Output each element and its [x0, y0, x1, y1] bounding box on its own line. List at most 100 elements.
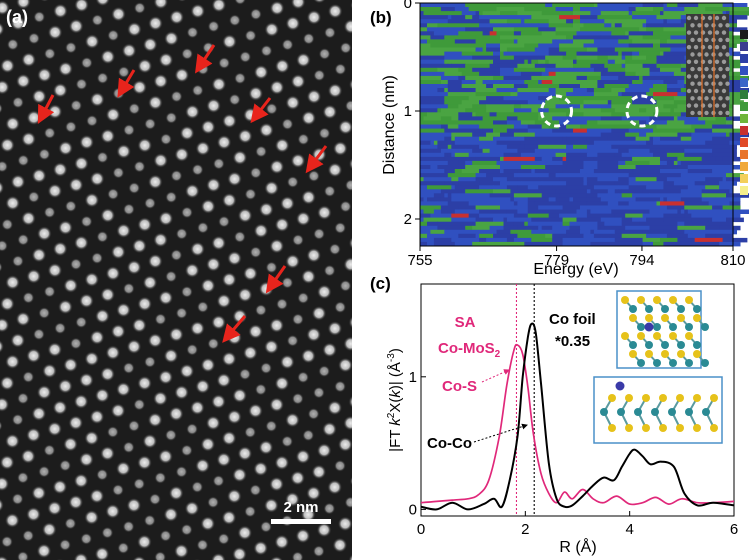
- heatmap-cell: [451, 15, 466, 20]
- heatmap-cell: [555, 31, 577, 36]
- atom-spot: [147, 412, 163, 428]
- atom-spot: [228, 93, 241, 106]
- heatmap-cell: [586, 201, 609, 206]
- heatmap-cell: [586, 136, 609, 142]
- heatmap-cell: [632, 15, 643, 20]
- heatmap-cell: [680, 43, 689, 48]
- heatmap-cell: [684, 209, 689, 214]
- heatmap-cell: [479, 128, 484, 134]
- atom-spot: [80, 215, 93, 228]
- atom-spot: [343, 257, 352, 272]
- atom-spot: [242, 345, 258, 361]
- heatmap-cell: [642, 3, 664, 8]
- heatmap-cell: [479, 233, 494, 239]
- heatmap-cell: [618, 140, 626, 146]
- heatmap-cell: [506, 15, 532, 20]
- colorbar-swatch: [740, 78, 748, 87]
- heatmap-cell: [423, 132, 452, 138]
- heatmap-cell: [618, 165, 637, 170]
- atom-spot: [133, 2, 146, 14]
- sulfur-atom: [608, 424, 616, 432]
- heatmap-cell: [628, 80, 633, 85]
- heatmap-cell: [475, 11, 480, 16]
- heatmap-cell: [486, 96, 504, 101]
- heatmap-cell: [517, 177, 539, 182]
- heatmap-cell: [719, 185, 734, 190]
- heatmap-cell: [420, 31, 435, 36]
- x-tick-label: 0: [417, 521, 425, 538]
- heatmap-cell: [447, 124, 459, 129]
- heatmap-cell: [663, 27, 678, 32]
- heatmap-cell: [493, 128, 508, 134]
- heatmap-cell: [420, 43, 431, 48]
- heatmap-cell: [531, 7, 557, 12]
- heatmap-cell: [684, 152, 713, 158]
- atom-spot: [244, 29, 257, 42]
- heatmap-cell: [496, 11, 501, 16]
- heatmap-cell: [680, 160, 710, 166]
- atom-spot: [334, 63, 347, 76]
- annotation-co-co: Co-Co: [427, 435, 472, 452]
- atom-spot: [15, 311, 31, 327]
- atom-spot: [269, 317, 285, 333]
- molybdenum-atom: [661, 341, 669, 349]
- heatmap-cell: [642, 80, 664, 85]
- heatmap-cell: [583, 43, 612, 48]
- heatmap-cell: [653, 92, 678, 97]
- heatmap-cell: [468, 156, 477, 162]
- panel-b-ylabel: Distance (nm): [381, 75, 398, 175]
- plot-c-series: [420, 322, 735, 511]
- atom-spot: [0, 262, 3, 273]
- heatmap-cell: [472, 67, 501, 73]
- sulfur-atom: [608, 394, 616, 402]
- heatmap-cell: [562, 136, 567, 142]
- heatmap-cell: [548, 75, 553, 81]
- heatmap-cell: [656, 177, 668, 182]
- atom-spot: [126, 259, 142, 275]
- heatmap-cell: [552, 35, 557, 40]
- heatmap-cell: [607, 201, 619, 206]
- heatmap-cell: [461, 221, 477, 227]
- atom-spot: [264, 180, 280, 196]
- atom-spot: [122, 520, 135, 533]
- heatmap-cell: [580, 80, 598, 85]
- heatmap-cell: [566, 144, 574, 150]
- heatmap-cell: [666, 19, 682, 24]
- heatmap-cell: [513, 35, 539, 40]
- atom-spot: [133, 398, 146, 411]
- heatmap-cell: [444, 59, 470, 65]
- atom-spot: [26, 268, 42, 284]
- heatmap-cell: [517, 233, 546, 239]
- heatmap-cell: [625, 67, 640, 73]
- heatmap-cell: [447, 144, 452, 150]
- heatmap-cell: [607, 59, 616, 65]
- heatmap-cell: [621, 193, 633, 198]
- heatmap-cell: [708, 241, 720, 247]
- heatmap-cell: [513, 39, 518, 44]
- heatmap-cell: [586, 27, 616, 32]
- heatmap-cell: [420, 128, 445, 134]
- heatmap-cell: [479, 71, 501, 77]
- heatmap-cell: [482, 148, 491, 154]
- heatmap-cell: [635, 165, 664, 170]
- heatmap-cell: [687, 144, 710, 150]
- heatmap-cell: [653, 96, 675, 101]
- heatmap-cell: [517, 63, 536, 69]
- heatmap-cell: [555, 71, 577, 77]
- atom-spot: [170, 169, 183, 182]
- heatmap-cell: [614, 152, 623, 158]
- heatmap-cell: [479, 169, 501, 174]
- heatmap-cell: [607, 209, 612, 214]
- heatmap-cell: [493, 189, 511, 194]
- atom-spot: [128, 182, 141, 194]
- heatmap-cell: [660, 201, 685, 206]
- heatmap-cell: [642, 189, 661, 194]
- heatmap-cell: [545, 104, 557, 109]
- heatmap-cell: [472, 160, 497, 166]
- atom-spot: [64, 517, 77, 530]
- atom-spot: [179, 125, 195, 141]
- heatmap-cell: [559, 177, 584, 182]
- atom-spot: [63, 357, 79, 373]
- atom-spot: [0, 420, 3, 431]
- heatmap-cell: [486, 201, 497, 206]
